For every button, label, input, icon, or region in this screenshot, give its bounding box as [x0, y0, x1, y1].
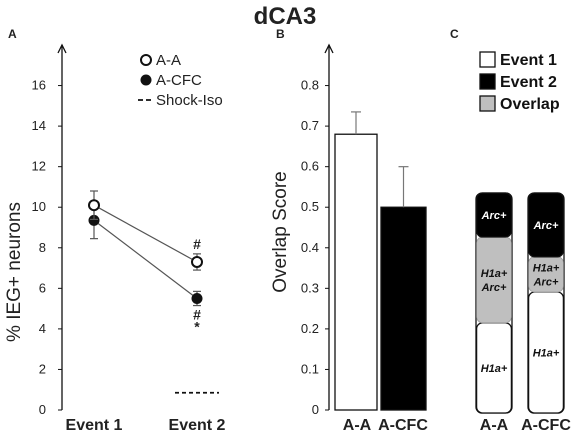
- significance-mark: #: [193, 236, 201, 252]
- legend-label: Event 2: [500, 74, 557, 91]
- figure-title: dCA3: [254, 3, 317, 30]
- panel-a-axes: 0 2 4 6 8 10 12 14 16 Event 1 Event 2: [32, 43, 226, 434]
- segment-label: H1a+: [481, 363, 508, 375]
- y-tick-label: 10: [32, 199, 46, 214]
- segment-label: Arc+: [533, 220, 559, 232]
- segment-label: Arc+: [481, 210, 507, 222]
- series-line-a-a: [93, 204, 198, 263]
- legend-label: Event 1: [500, 52, 557, 69]
- series-line-a-cfc: [93, 219, 198, 299]
- panel-a-label: A: [8, 27, 17, 41]
- y-tick-label: 0.7: [301, 118, 319, 133]
- y-tick-label: 0: [39, 402, 46, 417]
- y-axis-arrow: [324, 43, 334, 54]
- x-category-label: Event 1: [66, 417, 123, 434]
- x-category-label: A-CFC: [378, 417, 428, 434]
- panel-c: C Event 1 Event 2 Overlap H1a+ H1a+ Arc+ Arc+…: [450, 27, 571, 434]
- legend-label-a-cfc: A-CFC: [156, 72, 202, 89]
- y-tick-label: 0.4: [301, 240, 319, 255]
- legend-swatch: [479, 51, 496, 68]
- segment-event-2: [475, 192, 513, 238]
- panel-a: A % IEG+ neurons 0 2 4 6 8 10 12 14 16 Event 1 Eve…: [4, 27, 226, 434]
- panel-c-plot: H1a+ H1a+ Arc+ Arc+ A-A H1a+ H1a+ Arc+ Arc+ A-CFC: [475, 192, 571, 434]
- panel-c-legend: Event 1 Event 2 Overlap: [479, 51, 560, 113]
- x-category-label: A-A: [343, 417, 372, 434]
- data-point-a-a: [191, 255, 203, 268]
- y-tick-label: 0.2: [301, 321, 319, 336]
- panel-b-label: B: [276, 27, 285, 41]
- legend-marker-a-cfc: [140, 74, 152, 86]
- panel-b-plot: 0 0.1 0.2 0.3 0.4 0.5 0.6 0.7 0.8 A-A A-CFC: [301, 43, 428, 434]
- y-tick-label: 0.6: [301, 159, 319, 174]
- panel-b: B Overlap Score 0 0.1 0.2 0.3 0.4 0.5 0.6 0.7 0.…: [270, 27, 428, 434]
- panel-c-label: C: [450, 27, 459, 41]
- legend-label: Overlap: [500, 96, 560, 113]
- panel-a-data: ##*: [88, 190, 219, 394]
- segment-event-2: [527, 192, 565, 258]
- data-point-a-a: [88, 199, 100, 212]
- data-point-a-cfc: [191, 292, 203, 304]
- panel-b-ylabel: Overlap Score: [270, 171, 291, 292]
- y-tick-label: 0.8: [301, 78, 319, 93]
- significance-mark: *: [194, 318, 200, 334]
- segment-label: Arc+: [481, 282, 507, 294]
- panel-a-legend: A-A A-CFC Shock-Iso: [138, 52, 223, 109]
- legend-label-shock-iso: Shock-Iso: [156, 92, 223, 109]
- y-axis-arrow: [57, 43, 67, 54]
- y-tick-label: 0.5: [301, 199, 319, 214]
- data-point-a-cfc: [88, 214, 100, 226]
- bar-a-cfc: [380, 206, 427, 411]
- bar-a-a: [334, 133, 378, 411]
- y-tick-label: 0: [312, 402, 319, 417]
- segment-label: H1a+: [481, 268, 508, 280]
- y-tick-label: 14: [32, 118, 46, 133]
- segment-label: H1a+: [533, 262, 560, 274]
- x-category-label: A-CFC: [521, 417, 571, 434]
- y-tick-label: 16: [32, 78, 46, 93]
- legend-swatch: [479, 95, 496, 112]
- x-category-label: Event 2: [169, 417, 226, 434]
- legend-label-a-a: A-A: [156, 52, 181, 69]
- y-tick-label: 0.1: [301, 361, 319, 376]
- y-tick-label: 6: [39, 280, 46, 295]
- y-tick-label: 8: [39, 240, 46, 255]
- significance-mark: #: [193, 306, 201, 322]
- y-tick-label: 4: [39, 321, 46, 336]
- y-tick-label: 0.3: [301, 280, 319, 295]
- y-tick-label: 2: [39, 361, 46, 376]
- legend-swatch: [479, 73, 496, 90]
- x-category-label: A-A: [480, 417, 509, 434]
- y-tick-label: 12: [32, 159, 46, 174]
- legend-marker-a-a: [140, 54, 152, 66]
- panel-a-ylabel: % IEG+ neurons: [4, 202, 25, 342]
- segment-label: Arc+: [533, 276, 559, 288]
- segment-label: H1a+: [533, 348, 560, 360]
